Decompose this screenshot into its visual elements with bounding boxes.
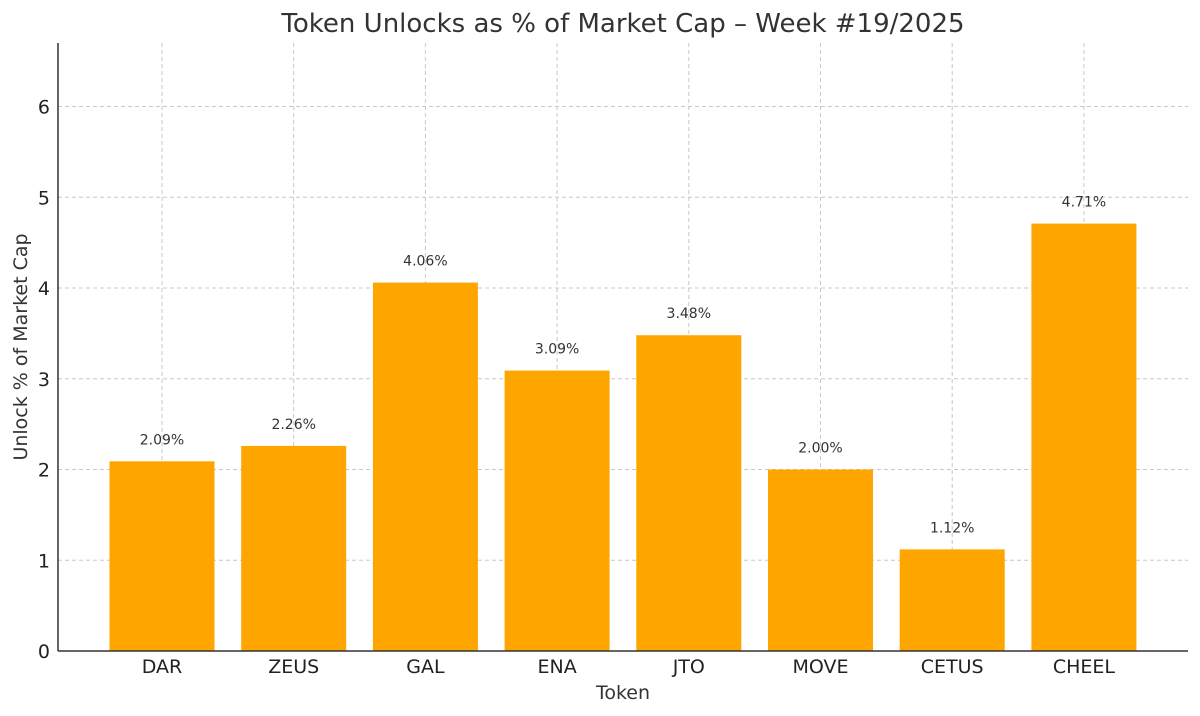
y-tick-label: 5 — [38, 187, 50, 209]
bar-move — [768, 469, 873, 651]
y-tick-label: 0 — [38, 641, 50, 663]
data-label-jto: 3.48% — [667, 306, 711, 322]
bar-ena — [504, 370, 610, 651]
y-tick-label: 4 — [38, 278, 50, 300]
y-tick-label: 3 — [38, 369, 50, 391]
y-tick-label: 2 — [38, 460, 50, 482]
data-labels: 2.09% 2.26% 4.06% 3.09% 3.48% 2.00% 1.12% 4.71% — [140, 195, 1106, 537]
x-tick-label-dar: DAR — [142, 656, 183, 678]
y-tick-labels: 0 1 2 3 4 5 6 — [38, 97, 50, 663]
data-label-ena: 3.09% — [535, 342, 579, 358]
y-axis-label: Unlock % of Market Cap — [10, 233, 32, 460]
x-tick-label-cheel: CHEEL — [1053, 656, 1116, 678]
bars — [109, 223, 1137, 651]
data-label-cetus: 1.12% — [930, 520, 974, 536]
bar-zeus — [241, 445, 347, 651]
bar-cetus — [899, 549, 1005, 651]
data-label-cheel: 4.71% — [1062, 195, 1106, 211]
y-tick-label: 6 — [38, 97, 50, 119]
bar-gal — [372, 282, 478, 651]
data-label-move: 2.00% — [798, 441, 842, 457]
x-tick-label-move: MOVE — [792, 656, 848, 678]
y-tick-label: 1 — [38, 550, 50, 572]
x-tick-label-jto: JTO — [672, 656, 705, 678]
data-label-gal: 4.06% — [403, 254, 447, 270]
bar-dar — [109, 461, 215, 651]
x-tick-label-ena: ENA — [537, 656, 576, 678]
data-label-dar: 2.09% — [140, 432, 184, 448]
x-tick-label-zeus: ZEUS — [268, 656, 319, 678]
chart-title: Token Unlocks as % of Market Cap – Week … — [280, 9, 964, 39]
data-label-zeus: 2.26% — [271, 417, 315, 433]
x-tick-labels: DAR ZEUS GAL ENA JTO MOVE CETUS CHEEL — [142, 656, 1116, 678]
x-tick-label-gal: GAL — [406, 656, 445, 678]
bar-jto — [636, 335, 742, 651]
grid-lines — [58, 43, 1188, 651]
x-tick-label-cetus: CETUS — [921, 656, 984, 678]
x-axis-label: Token — [595, 682, 650, 704]
bar-cheel — [1031, 223, 1137, 651]
